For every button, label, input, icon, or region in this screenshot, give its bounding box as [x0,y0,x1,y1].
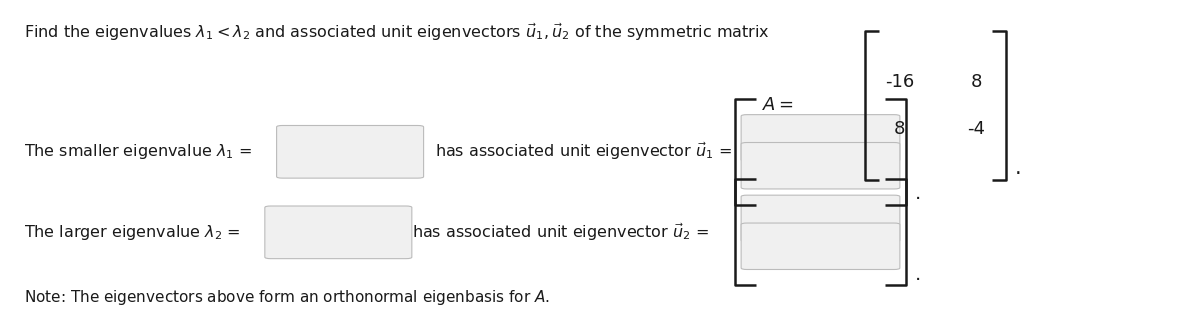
Text: The smaller eigenvalue $\lambda_1$ =: The smaller eigenvalue $\lambda_1$ = [24,142,252,161]
Text: 8: 8 [894,119,906,137]
FancyBboxPatch shape [742,143,900,189]
Text: .: . [916,184,922,203]
Text: -16: -16 [886,73,914,91]
Text: has associated unit eigenvector $\vec{u}_2$ =: has associated unit eigenvector $\vec{u}… [412,222,709,243]
Text: has associated unit eigenvector $\vec{u}_1$ =: has associated unit eigenvector $\vec{u}… [436,141,732,162]
FancyBboxPatch shape [742,223,900,270]
FancyBboxPatch shape [742,195,900,242]
FancyBboxPatch shape [742,115,900,161]
FancyBboxPatch shape [265,206,412,258]
Text: $A =$: $A =$ [762,96,794,114]
Text: .: . [916,265,922,284]
Text: Note: The eigenvectors above form an orthonormal eigenbasis for $A$.: Note: The eigenvectors above form an ort… [24,288,550,307]
Text: Find the eigenvalues $\lambda_1 < \lambda_2$ and associated unit eigenvectors $\: Find the eigenvalues $\lambda_1 < \lambd… [24,22,769,43]
Text: 8: 8 [971,73,982,91]
Text: .: . [1015,158,1021,178]
Text: The larger eigenvalue $\lambda_2$ =: The larger eigenvalue $\lambda_2$ = [24,223,240,242]
Text: -4: -4 [967,119,985,137]
FancyBboxPatch shape [277,125,424,178]
